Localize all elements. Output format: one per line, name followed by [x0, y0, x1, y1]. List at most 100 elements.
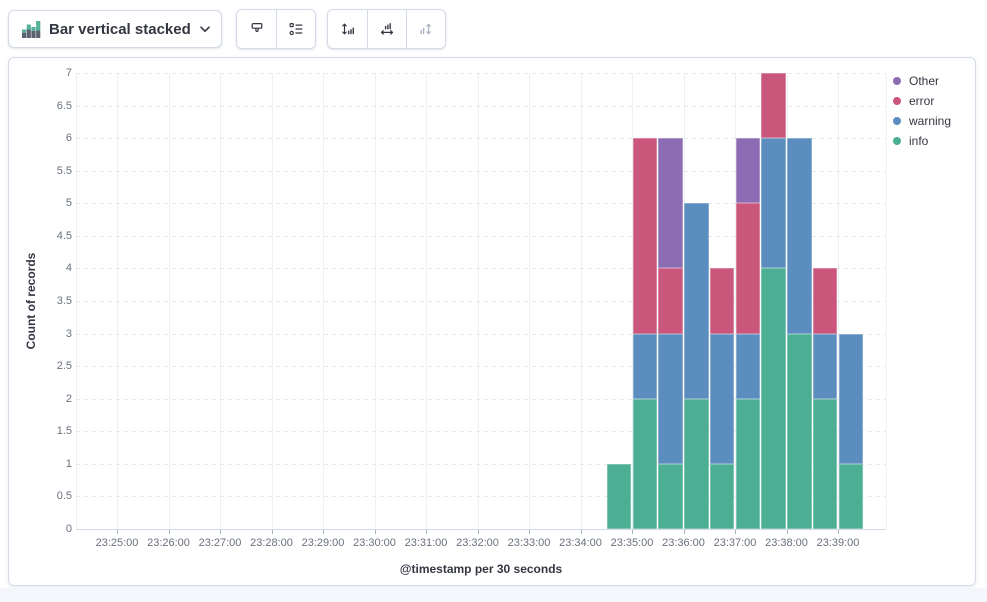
- x-tick-mark: [683, 530, 685, 534]
- x-tick-label: 23:29:00: [301, 537, 345, 549]
- bar-segment-warning[interactable]: [812, 333, 838, 399]
- y-tick-label: 4.5: [56, 229, 72, 242]
- bar-segment-other[interactable]: [735, 138, 761, 204]
- y-tick-label: 6: [65, 132, 72, 145]
- legend-label: warning: [909, 114, 952, 128]
- bar-segment-error[interactable]: [709, 268, 735, 334]
- bar-segment-warning[interactable]: [632, 333, 658, 399]
- horizontal-gridline: [76, 463, 886, 465]
- bar-segment-error[interactable]: [735, 203, 761, 334]
- fit-x-axis-button[interactable]: [367, 10, 406, 48]
- horizontal-gridline: [76, 138, 886, 140]
- chart-toolbar: Bar vertical stacked: [8, 9, 446, 49]
- y-tick-label: 0: [65, 523, 72, 535]
- chart-type-label: Bar vertical stacked: [49, 20, 191, 38]
- chevron-down-icon: [199, 23, 211, 35]
- x-tick-mark: [632, 530, 633, 534]
- legend-color-dot: [893, 77, 901, 85]
- bar-segment-info[interactable]: [838, 463, 864, 529]
- reset-axes-button[interactable]: [406, 10, 445, 48]
- x-tick-mark: [580, 530, 582, 534]
- chart-type-dropdown[interactable]: Bar vertical stacked: [8, 10, 222, 48]
- y-tick-label: 1.5: [56, 425, 72, 438]
- stacked-bar-chart: Count of records 0 0.5 1 1.5 2 2.5 3 3.5 4 4.5 5 5.…: [9, 58, 975, 585]
- chart-panel: Count of records 0 0.5 1 1.5 2 2.5 3 3.5 4 4.5 5 5.…: [8, 57, 976, 586]
- x-tick-mark: [786, 530, 788, 534]
- bar-segment-info[interactable]: [812, 398, 838, 529]
- x-tick-mark: [117, 530, 118, 534]
- bar-segment-warning[interactable]: [658, 333, 683, 464]
- bar-segment-other[interactable]: [658, 138, 683, 269]
- legend-item-other[interactable]: Other: [893, 75, 951, 87]
- bar-segment-info[interactable]: [684, 398, 709, 529]
- x-tick-label: 23:27:00: [198, 537, 242, 549]
- legend-item-error[interactable]: error: [893, 95, 951, 107]
- x-axis-line: [76, 529, 886, 530]
- legend-item-warning[interactable]: warning: [893, 115, 951, 127]
- bar-segment-info[interactable]: [709, 463, 735, 529]
- bar-segment-warning[interactable]: [684, 203, 709, 399]
- bar-segment-info[interactable]: [658, 463, 683, 529]
- x-tick-label: 23:33:00: [507, 537, 551, 549]
- bar-segment-error[interactable]: [761, 73, 786, 139]
- legend-color-dot: [893, 117, 901, 125]
- page-background-strip: [0, 588, 987, 602]
- bar-segment-warning[interactable]: [735, 333, 761, 399]
- x-tick-label: 23:37:00: [713, 537, 757, 549]
- brush-icon: [249, 21, 265, 37]
- x-tick-mark: [271, 530, 273, 534]
- bar-segment-warning[interactable]: [709, 333, 735, 464]
- horizontal-gridline: [76, 431, 886, 433]
- stacked-bar-chart-icon: [21, 19, 41, 39]
- bar-segment-warning[interactable]: [838, 333, 864, 464]
- x-tick-label: 23:36:00: [662, 537, 705, 549]
- bar-segment-info[interactable]: [632, 398, 658, 529]
- horizontal-gridline: [76, 333, 886, 335]
- bar-segment-info[interactable]: [606, 463, 632, 529]
- x-tick-mark: [220, 530, 221, 534]
- bar-segment-info[interactable]: [787, 333, 812, 529]
- horizontal-gridline: [76, 73, 886, 74]
- legend-label: info: [909, 134, 929, 148]
- x-tick-label: 23:26:00: [147, 537, 190, 549]
- x-tick-label: 23:31:00: [404, 537, 448, 549]
- horizontal-gridline: [76, 203, 886, 205]
- x-tick-label: 23:35:00: [610, 537, 654, 549]
- fit-y-axis-icon: [340, 21, 356, 37]
- x-tick-mark: [838, 530, 839, 534]
- fit-y-axis-button[interactable]: [328, 10, 367, 48]
- bar-segment-info[interactable]: [735, 398, 761, 529]
- x-tick-mark: [426, 530, 427, 534]
- x-tick-label: 23:30:00: [353, 537, 396, 549]
- bar-segment-error[interactable]: [812, 268, 838, 334]
- bar-segment-info[interactable]: [761, 268, 786, 529]
- y-tick-label: 0.5: [56, 490, 72, 503]
- plot-edge-gridline: [886, 73, 887, 529]
- brush-button[interactable]: [237, 10, 276, 48]
- legend-item-info[interactable]: info: [893, 135, 951, 147]
- bar-segment-warning[interactable]: [787, 138, 812, 334]
- horizontal-gridline: [76, 170, 886, 172]
- x-tick-label: 23:28:00: [250, 537, 293, 549]
- y-tick-label: 5: [65, 197, 72, 210]
- x-tick-label: 23:32:00: [456, 537, 499, 549]
- y-tick-label: 4: [65, 262, 72, 275]
- y-tick-label: 2: [65, 392, 72, 405]
- axis-fit-button-group: [327, 9, 446, 49]
- bar-segment-error[interactable]: [658, 268, 683, 334]
- y-tick-label: 6.5: [56, 99, 72, 112]
- horizontal-gridline: [76, 496, 886, 498]
- y-tick-label: 1: [65, 457, 72, 470]
- bar-segment-warning[interactable]: [761, 138, 786, 269]
- bar-segment-error[interactable]: [632, 138, 658, 334]
- y-tick-label: 7: [65, 67, 72, 79]
- x-tick-label: 23:25:00: [95, 537, 139, 549]
- legend-list-icon: [288, 21, 304, 37]
- x-tick-mark: [374, 530, 376, 534]
- x-tick-label: 23:38:00: [765, 537, 808, 549]
- horizontal-gridline: [76, 105, 886, 107]
- reset-axes-icon: [418, 21, 434, 37]
- legend-label: Other: [909, 74, 940, 88]
- legend-settings-button[interactable]: [276, 10, 315, 48]
- legend-color-dot: [893, 97, 901, 105]
